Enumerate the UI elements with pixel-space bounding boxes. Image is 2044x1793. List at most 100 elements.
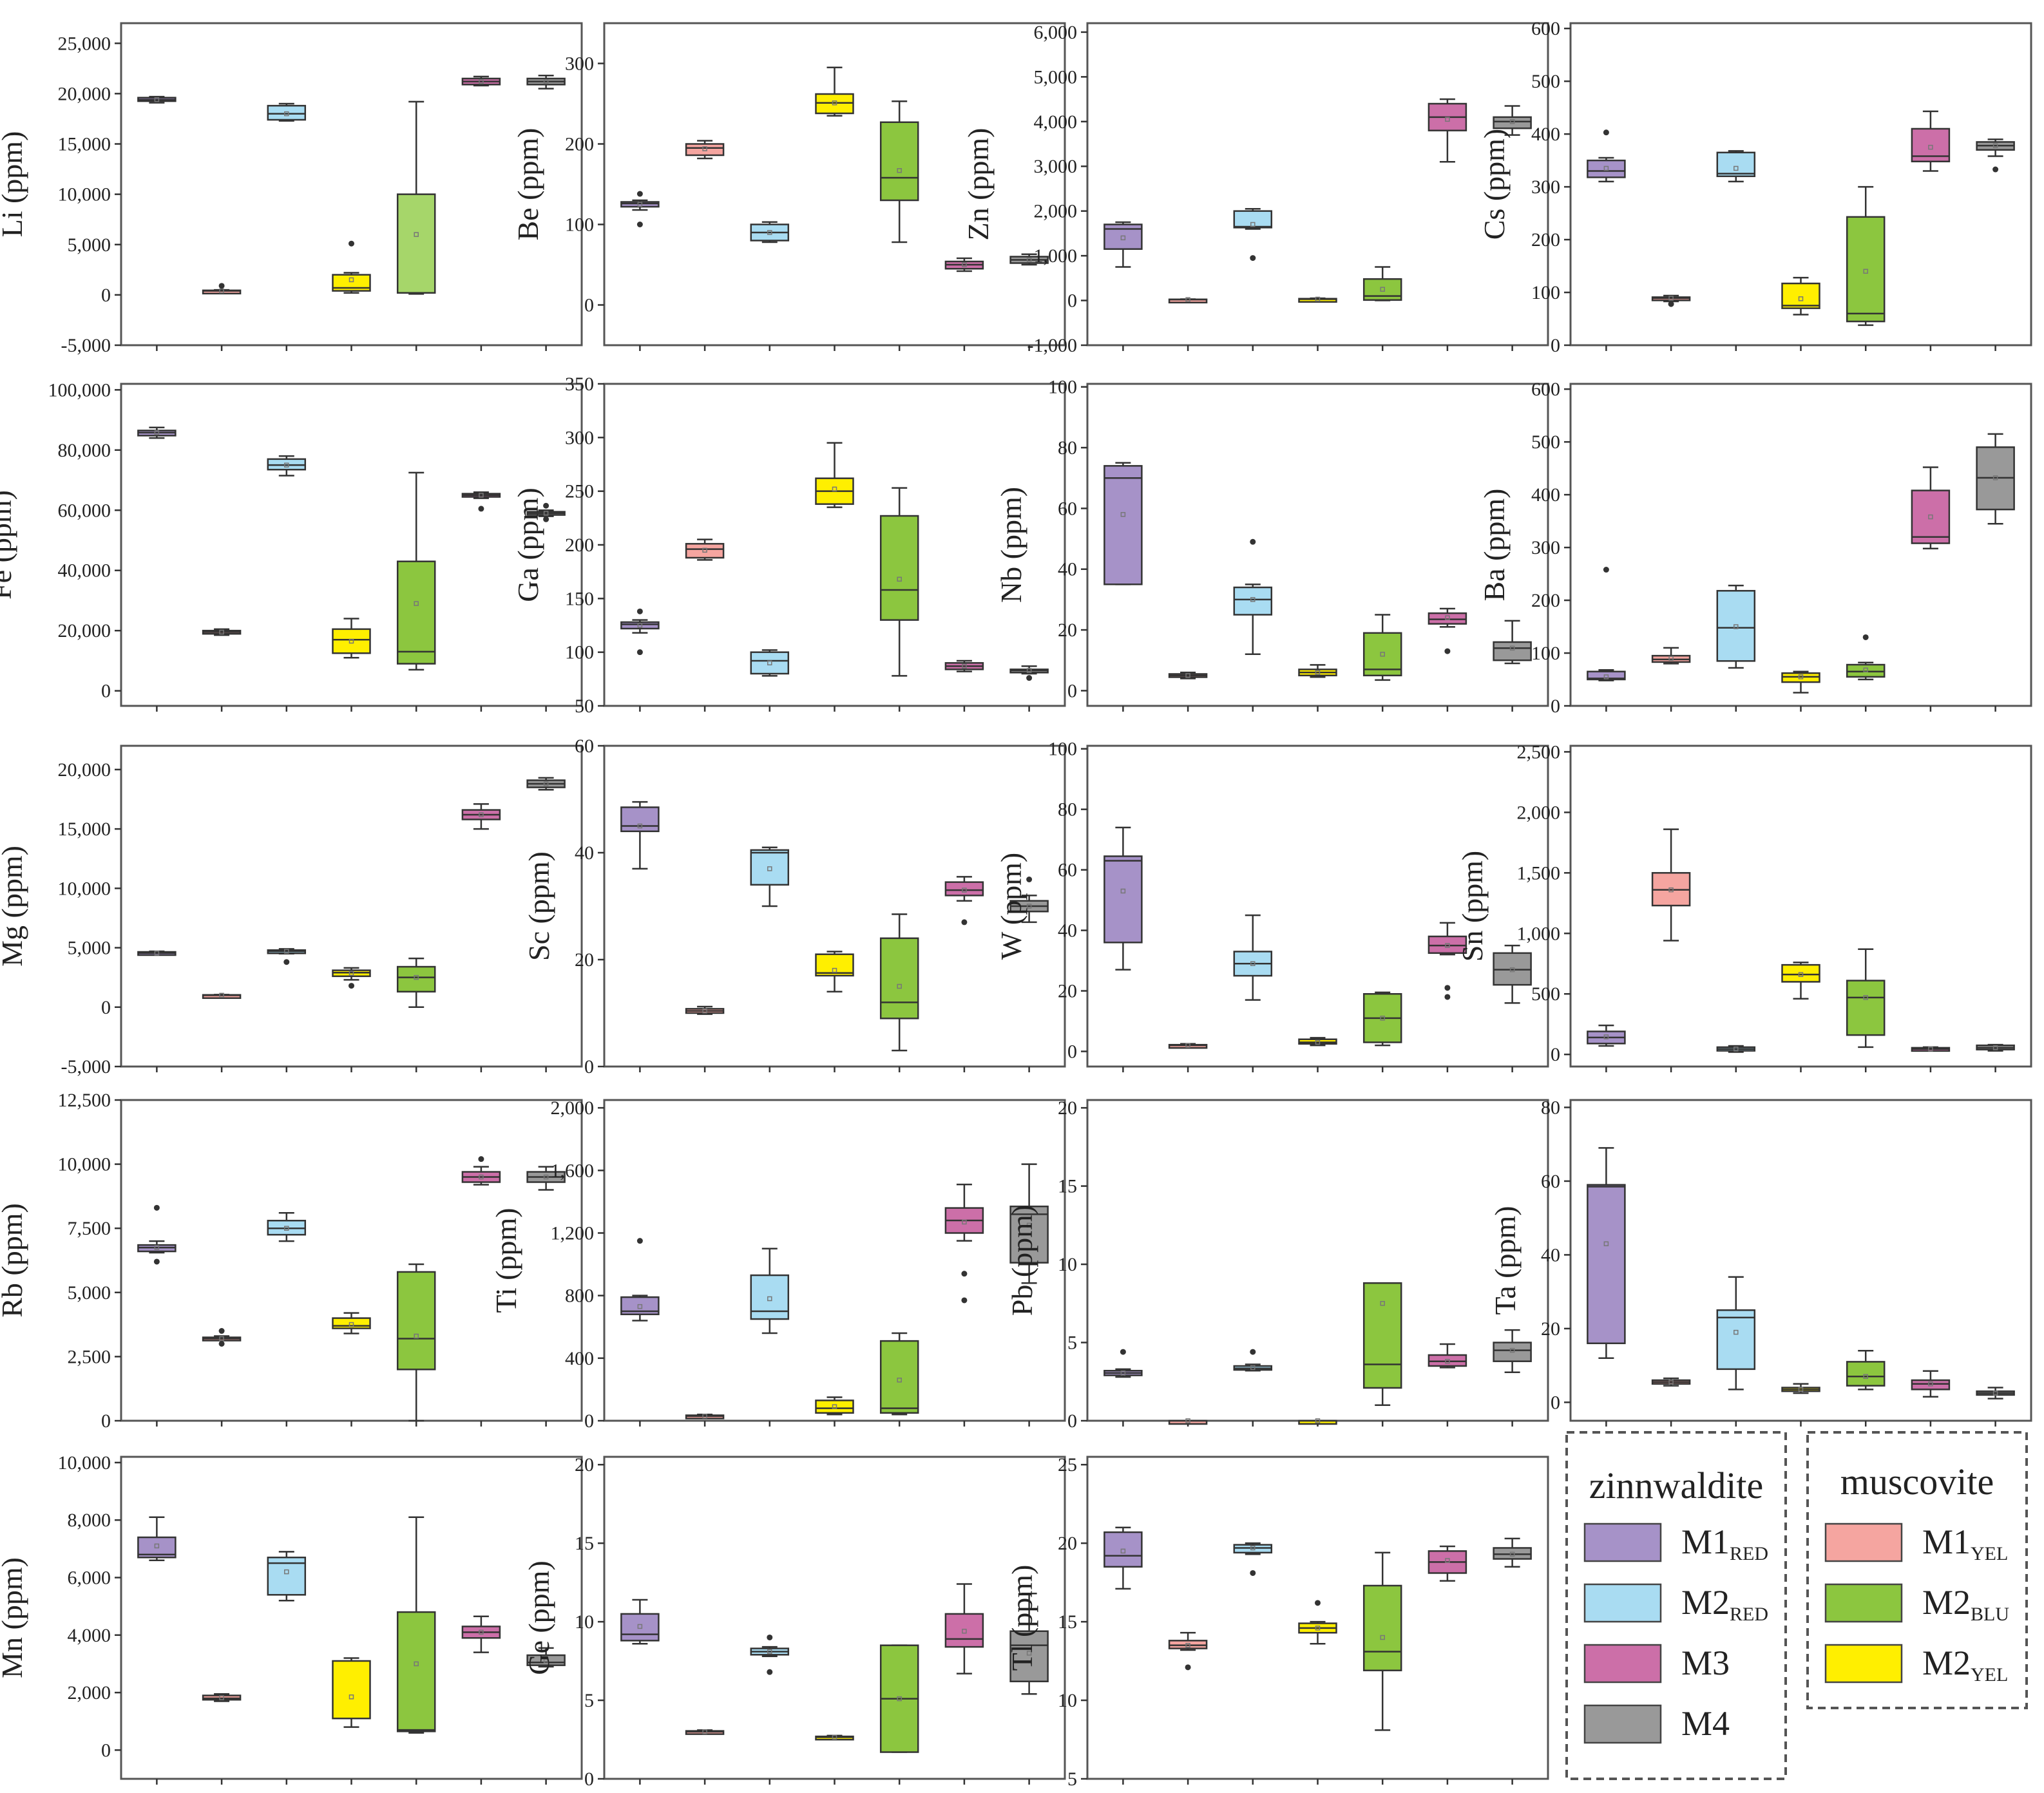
mean-marker	[1668, 656, 1674, 661]
box-m3	[461, 1156, 501, 1427]
mean-marker	[1315, 670, 1321, 675]
iqr-box	[879, 515, 919, 621]
mean-marker	[154, 1543, 160, 1549]
y-tick-label: 20,000	[58, 620, 111, 641]
mean-marker	[349, 1322, 354, 1327]
y-tick-label: 6,000	[68, 1568, 111, 1589]
legend-swatch	[1824, 1523, 1903, 1562]
mean-marker	[414, 974, 419, 980]
box-m2-blu	[879, 1644, 919, 1785]
panel-sc: 0 20 40 60 Sc (ppm)	[522, 735, 1066, 1077]
y-axis-label: Mg (ppm)	[0, 846, 28, 967]
legend-swatch	[1824, 1644, 1903, 1684]
y-axis-label: Rb (ppm)	[0, 1203, 28, 1318]
outlier-point	[1250, 538, 1256, 545]
iqr-box	[1362, 632, 1402, 677]
mean-marker	[1250, 1365, 1256, 1371]
mean-marker	[1798, 972, 1804, 977]
y-axis-label: Zn (ppm)	[962, 128, 995, 240]
legend-swatch	[1583, 1644, 1662, 1684]
chart-panels: -5,000 0 5,000 10,000 15,000 20,000 25,000 Li (…	[0, 18, 2032, 1790]
mean-marker	[349, 1694, 354, 1700]
box-m2-yel	[1781, 276, 1820, 351]
outlier-point	[961, 1271, 968, 1277]
legend-label: M1YEL	[1922, 1523, 2008, 1564]
box-m2-red	[1233, 207, 1273, 351]
panel-ga: 50 100 150 200 250 300 350 Ga (ppm)	[511, 374, 1066, 717]
iqr-box	[1846, 980, 1886, 1036]
box-m3	[1428, 607, 1467, 712]
box-m3	[944, 1583, 984, 1785]
iqr-box	[396, 1271, 436, 1371]
y-tick-label: 15,000	[58, 134, 111, 155]
iqr-box	[620, 621, 660, 630]
box-m2-yel	[332, 240, 371, 351]
box-m2-red	[1233, 914, 1273, 1072]
mean-marker	[1315, 1039, 1321, 1045]
mean-marker	[702, 1008, 707, 1014]
box-m4	[1009, 877, 1049, 1072]
y-tick-label: 0	[584, 1056, 594, 1077]
outlier-point	[1862, 634, 1869, 640]
box-m2-yel	[1298, 1418, 1337, 1427]
box-m2-blu	[1362, 614, 1402, 712]
iqr-box	[1716, 590, 1756, 662]
box-m2-yel	[1298, 664, 1337, 712]
mean-marker	[1250, 961, 1256, 967]
y-tick-label: 0	[1551, 1392, 1560, 1413]
iqr-box	[267, 104, 307, 121]
y-axis-label: Nb (ppm)	[995, 487, 1027, 603]
iqr-box	[1009, 1205, 1049, 1264]
mean-marker	[1928, 144, 1933, 150]
y-axis-label: Ba (ppm)	[1478, 488, 1511, 601]
iqr-box	[1781, 963, 1820, 983]
mean-marker	[543, 1658, 549, 1664]
panel-ti: 0 400 800 1,200 1,600 2,000 Ti (ppm)	[490, 1097, 1066, 1432]
y-tick-label: 0	[1551, 335, 1560, 356]
y-tick-label: 2,000	[68, 1682, 111, 1703]
y-tick-label: -5,000	[61, 1056, 111, 1077]
box-m2-yel	[332, 1657, 371, 1785]
y-tick-label: 5,000	[68, 234, 111, 256]
plot-frame	[1569, 1099, 2032, 1422]
outlier-point	[218, 1328, 225, 1334]
y-tick-label: 5,000	[68, 1282, 111, 1304]
y-tick-label: 500	[1531, 71, 1560, 92]
mean-marker	[1380, 1301, 1385, 1306]
box-m3	[944, 257, 984, 351]
iqr-box	[332, 628, 371, 654]
legend-items: M1RED M2RED M3 M4 M1YEL M2BLU M2YEL	[1583, 1523, 2009, 1744]
box-m2-blu	[1362, 991, 1402, 1072]
box-m1-red	[620, 1238, 660, 1427]
mean-marker	[1509, 119, 1515, 124]
mean-marker	[1734, 166, 1739, 171]
outlier-point	[636, 191, 643, 197]
panel-ba: 0 100 200 300 400 500 600 Ba (ppm)	[1478, 379, 2032, 717]
legend-box-zinnwaldite	[1565, 1431, 1787, 1780]
y-tick-label: 2,500	[1517, 741, 1561, 763]
outlier-point	[478, 1156, 484, 1162]
box-m1-yel	[1651, 1377, 1691, 1427]
mean-marker	[1509, 645, 1515, 651]
box-m2-blu-light	[396, 100, 436, 351]
mean-marker	[637, 623, 643, 628]
y-tick-label: -5,000	[61, 335, 111, 356]
y-tick-label: 10	[575, 1611, 594, 1633]
y-tick-label: 0	[584, 295, 594, 316]
box-m4	[1976, 138, 2015, 351]
mean-marker	[767, 866, 772, 871]
legend-item-m3: M3	[1583, 1644, 1730, 1684]
panel-fe: 0 20,000 40,000 60,000 80,000 100,000 Fe (ppm)	[0, 379, 583, 712]
mean-marker	[832, 486, 837, 492]
y-axis-label: Ge (ppm)	[522, 1561, 555, 1675]
legend-label: M2YEL	[1922, 1644, 2008, 1685]
outlier-point	[478, 506, 484, 512]
y-tick-label: 0	[101, 285, 111, 306]
mean-marker	[1863, 1374, 1868, 1380]
y-tick-label: 10,000	[58, 878, 111, 899]
mean-marker	[1380, 287, 1385, 292]
y-tick-label: 5	[1067, 1333, 1077, 1354]
box-m2-red	[267, 102, 307, 351]
box-m2-blu	[879, 1332, 919, 1427]
y-tick-label: 25	[1058, 1454, 1077, 1475]
